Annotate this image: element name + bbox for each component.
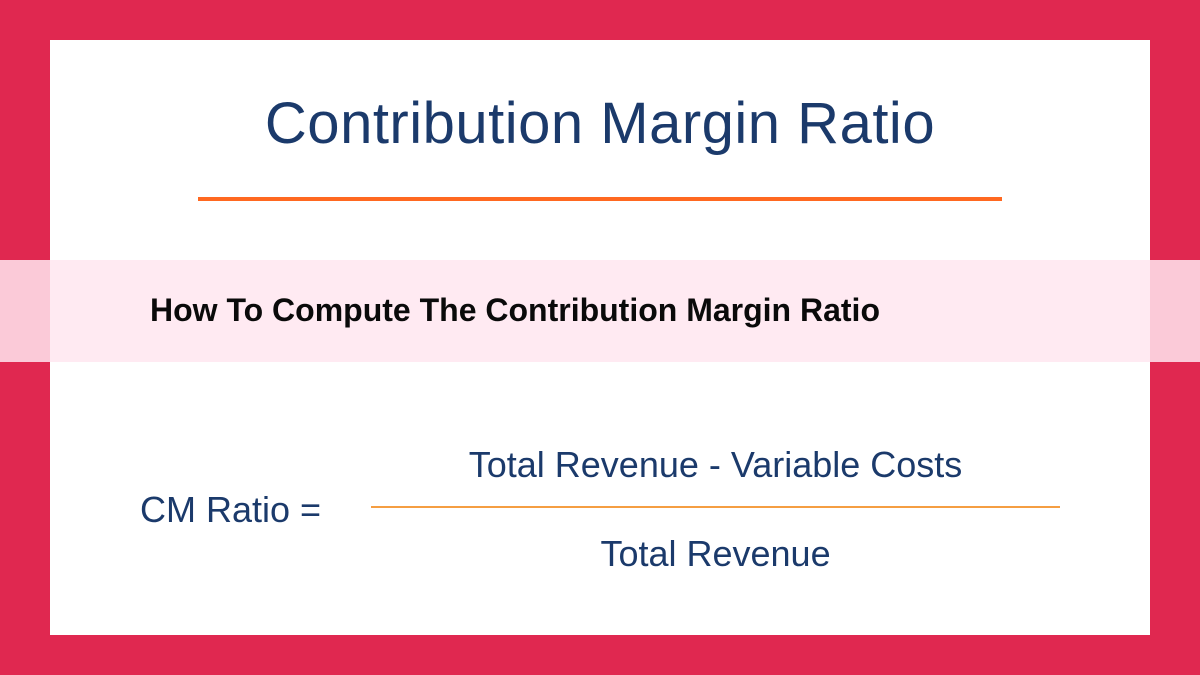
formula-denominator: Total Revenue <box>600 508 830 575</box>
formula-fraction: Total Revenue - Variable Costs Total Rev… <box>371 444 1060 575</box>
formula-numerator: Total Revenue - Variable Costs <box>469 444 963 506</box>
title-divider <box>198 197 1002 201</box>
formula-label: CM Ratio = <box>140 489 321 531</box>
banner-heading: How To Compute The Contribution Margin R… <box>150 290 1050 332</box>
main-title: Contribution Margin Ratio <box>110 90 1090 157</box>
formula-section: CM Ratio = Total Revenue - Variable Cost… <box>140 444 1060 575</box>
overlay-banner: How To Compute The Contribution Margin R… <box>0 260 1200 362</box>
